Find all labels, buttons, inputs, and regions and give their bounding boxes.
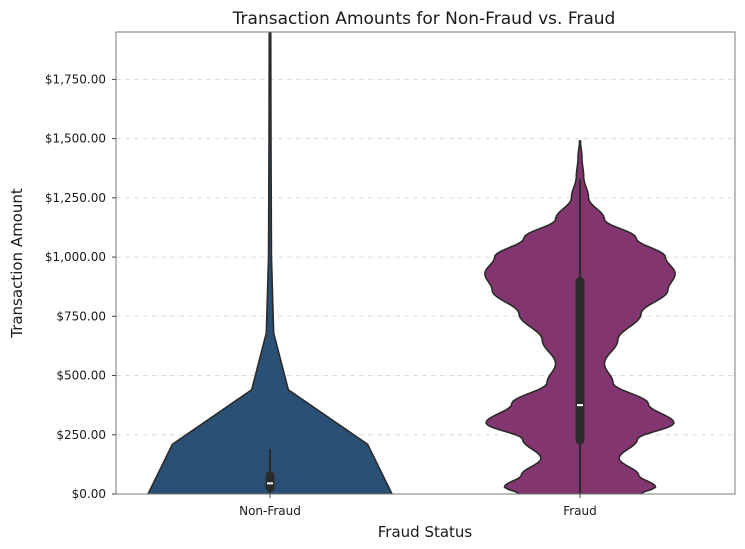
x-tick-label: Non-Fraud <box>239 504 301 518</box>
chart-title: Transaction Amounts for Non-Fraud vs. Fr… <box>232 9 616 29</box>
x-tick-label: Fraud <box>563 504 597 518</box>
y-tick-label: $1,500.00 <box>45 132 106 146</box>
y-tick-label: $500.00 <box>56 369 106 383</box>
y-tick-label: $1,250.00 <box>45 191 106 205</box>
y-tick-label: $1,000.00 <box>45 250 106 264</box>
y-axis-ticks: $0.00 $250.00 $500.00 $750.00 $1,000.00 $1,25… <box>45 72 116 501</box>
violins <box>147 32 676 494</box>
iqr-box <box>575 277 585 445</box>
y-axis-label: Transaction Amount <box>8 188 26 339</box>
y-tick-label: $1,750.00 <box>45 72 106 86</box>
x-axis-ticks: Non-Fraud Fraud <box>239 494 597 518</box>
grid-lines <box>116 78 735 436</box>
iqr-box <box>265 471 275 492</box>
violin-non-fraud <box>147 32 393 494</box>
y-tick-label: $250.00 <box>56 428 106 442</box>
plot-frame <box>115 31 736 495</box>
x-axis-label: Fraud Status <box>378 523 473 541</box>
y-tick-label: $0.00 <box>72 487 106 501</box>
y-tick-label: $750.00 <box>56 309 106 323</box>
